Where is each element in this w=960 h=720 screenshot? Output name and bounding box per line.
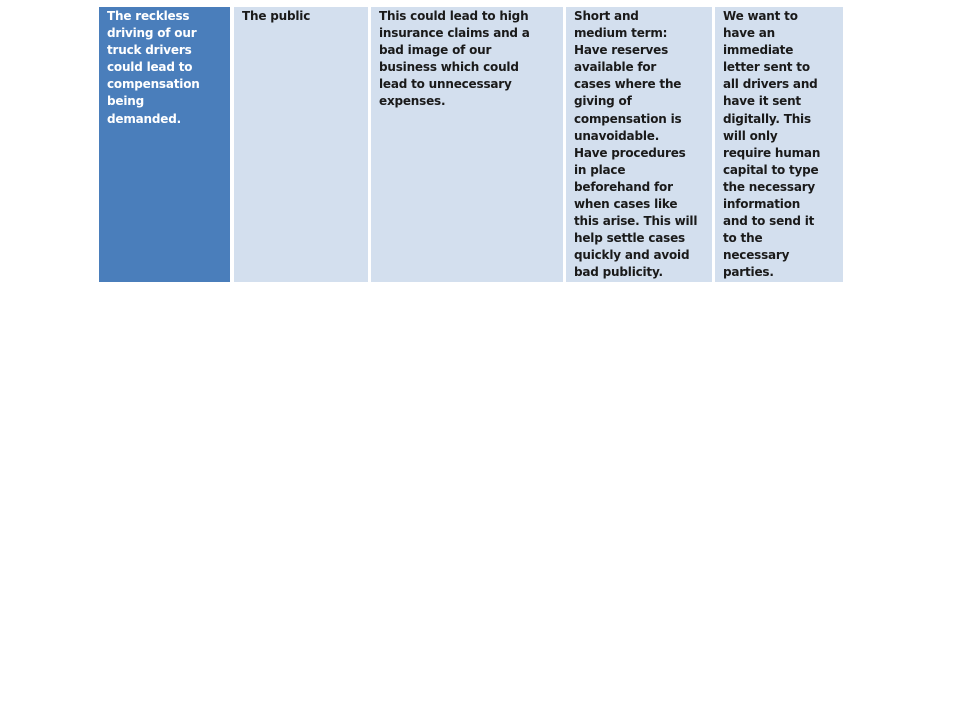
strategy-cell: Short and medium term: Have reserves ava… — [566, 7, 712, 282]
action-cell: We want to have an immediate letter sent… — [715, 7, 843, 282]
impact-cell: This could lead to high insurance claims… — [371, 7, 563, 282]
affected-party-cell: The public — [234, 7, 368, 282]
risk-cell: The reckless driving of our truck driver… — [99, 7, 230, 282]
